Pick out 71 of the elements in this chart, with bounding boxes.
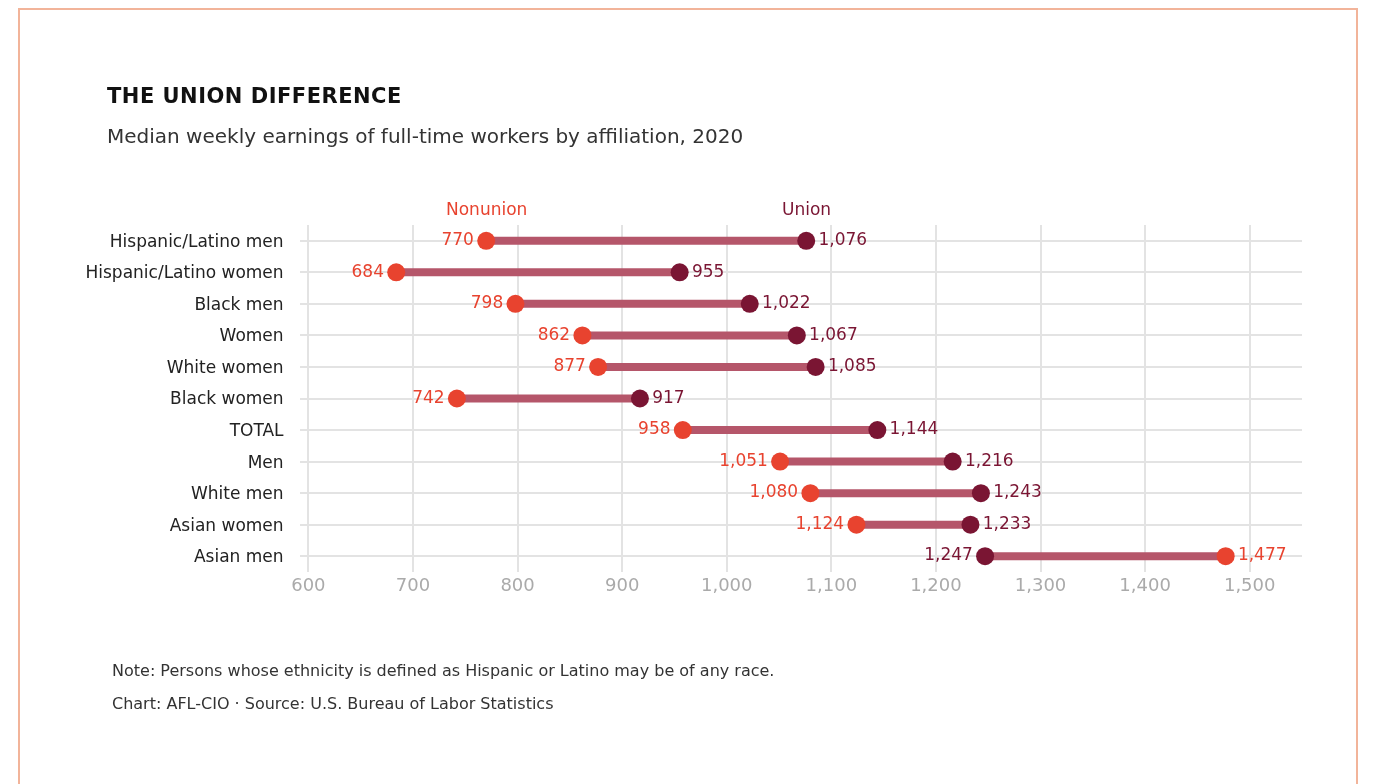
data-label: 958 [638,418,671,439]
point [806,357,825,376]
y-tick-label: Asian men [193,546,284,567]
data-label: 1,124 [795,512,845,533]
point [740,294,759,313]
point [801,484,820,503]
x-tick-label: 900 [604,574,640,595]
x-tick-label: 700 [395,574,431,595]
point [673,421,692,440]
x-tick-label: 1,500 [1223,574,1276,595]
x-tick-label: 1,000 [700,574,753,595]
data-label: 955 [691,260,725,281]
y-tick-label: Asian women [169,514,284,535]
text: Note: Persons whose ethnicity is defined as Hispanic or Latino may be of any race. [112,660,775,682]
y-tick-label: Black men [194,293,284,314]
point [387,263,406,282]
y-tick-label: TOTAL [228,420,285,440]
point [847,515,866,534]
data-label: 877 [553,355,586,376]
chart-subtitle: Median weekly earnings of full-time workers by affiliation, 2020 [107,124,744,148]
series-label: Union [782,199,832,219]
data-label: 1,216 [964,449,1014,470]
chart-title: THE UNION DIFFERENCE [107,84,402,108]
y-tick-label: Black women [170,388,284,409]
y-tick-label: Hispanic/Latino men [109,230,284,251]
point [971,484,990,503]
point [447,389,466,408]
point [797,231,816,250]
data-label: 917 [652,386,685,407]
data-label: 1,247 [924,544,973,565]
x-tick-label: 1,200 [910,574,962,595]
point [630,389,649,408]
point [868,421,887,440]
data-label: 684 [351,260,384,281]
y-tick-label: White men [190,483,284,504]
y-tick-label: Hispanic/Latino women [85,262,284,283]
point [477,231,496,250]
point [573,326,592,345]
point [506,294,525,313]
data-label: 1,080 [749,481,799,502]
y-tick-label: Men [247,451,284,472]
point [589,357,608,376]
data-label: 798 [470,292,504,313]
data-label: 1,051 [719,449,768,470]
data-label: 1,085 [827,355,877,376]
data-label: 770 [441,229,474,250]
point [976,547,995,566]
data-label: 742 [412,386,445,407]
text: Chart: AFL-CIO · Source: U.S. Bureau of Labor Statistics [112,693,555,715]
x-tick-label: 800 [500,574,535,595]
data-label: 862 [537,323,571,344]
x-tick-label: 1,300 [1014,574,1067,595]
y-tick-label: White women [166,356,284,377]
point [787,326,806,345]
point [943,452,962,471]
series-label: Nonunion [446,199,528,219]
point [1216,547,1235,566]
x-tick-label: 600 [291,574,326,595]
data-label: 1,243 [993,481,1042,502]
x-tick-label: 1,100 [805,574,858,595]
point [961,515,980,534]
data-label: 1,144 [889,418,939,439]
y-tick-label: Women [219,325,284,346]
data-label: 1,076 [818,229,868,250]
point [670,263,689,282]
data-label: 1,477 [1237,544,1287,565]
data-label: 1,067 [809,323,858,344]
x-tick-label: 1,400 [1119,574,1171,595]
point [771,452,790,471]
data-label: 1,233 [982,512,1032,533]
data-label: 1,022 [762,292,811,313]
